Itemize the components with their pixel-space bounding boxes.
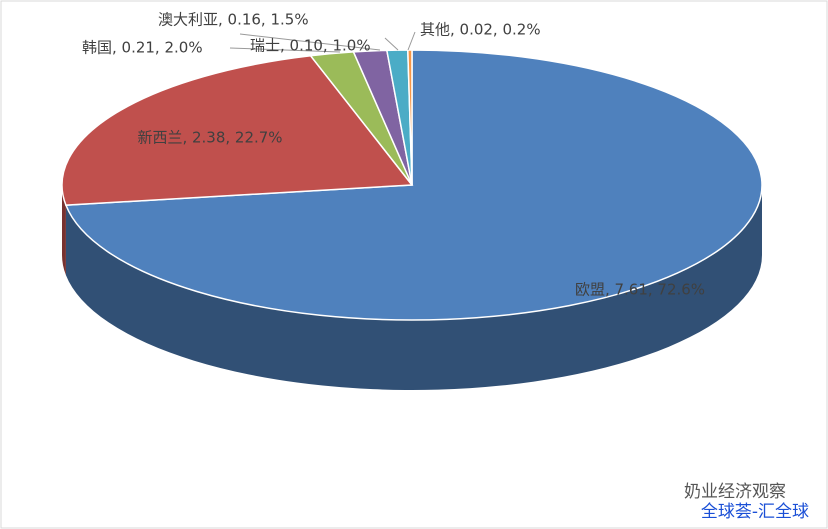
leader-line xyxy=(384,37,399,51)
data-label: 瑞士, 0.10, 1.0% xyxy=(250,37,371,55)
leader-line xyxy=(407,31,416,51)
data-label: 其他, 0.02, 0.2% xyxy=(420,21,541,39)
pie-slice xyxy=(64,49,763,321)
watermark-source: 全球荟-汇全球 xyxy=(701,502,809,522)
pie-side xyxy=(62,185,66,276)
data-label: 欧盟, 7.61, 72.6% xyxy=(575,281,705,299)
leader-line xyxy=(239,33,381,51)
leader-line xyxy=(229,47,341,53)
pie-side xyxy=(65,185,762,390)
watermark-account: 奶业经济观察 xyxy=(684,482,786,502)
pie-slice xyxy=(407,49,413,186)
data-label: 韩国, 0.21, 2.0% xyxy=(82,39,203,57)
data-label: 澳大利亚, 0.16, 1.5% xyxy=(158,11,309,29)
pie-slice xyxy=(61,54,414,206)
data-label: 新西兰, 2.38, 22.7% xyxy=(137,129,282,147)
